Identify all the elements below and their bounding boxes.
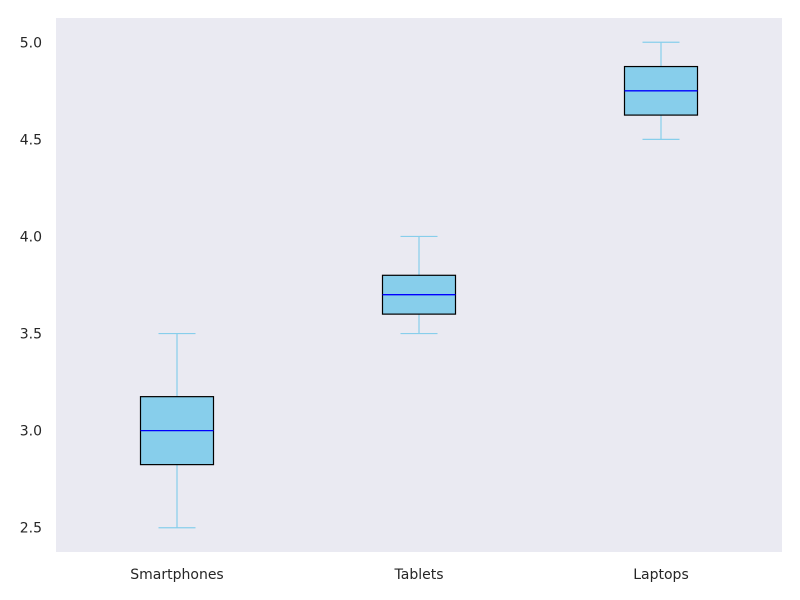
y-tick-label: 4.5 <box>20 132 42 148</box>
y-axis-ticks: 2.5 3.0 3.5 4.0 4.5 5.0 <box>20 35 42 536</box>
y-tick-label: 4.0 <box>20 229 42 245</box>
x-tick-label: Tablets <box>394 567 444 583</box>
y-tick-label: 2.5 <box>20 521 42 537</box>
box-group-smartphones <box>139 332 215 529</box>
box-group-laptops <box>623 41 699 140</box>
box-group-tablets <box>381 235 457 335</box>
x-tick-label: Laptops <box>633 567 689 583</box>
y-tick-label: 3.0 <box>20 424 42 440</box>
y-tick-label: 3.5 <box>20 327 42 343</box>
y-tick-label: 5.0 <box>20 35 42 51</box>
x-tick-label: Smartphones <box>130 567 223 583</box>
x-axis-ticks: Smartphones Tablets Laptops <box>130 567 688 583</box>
boxes-layer <box>139 41 699 529</box>
